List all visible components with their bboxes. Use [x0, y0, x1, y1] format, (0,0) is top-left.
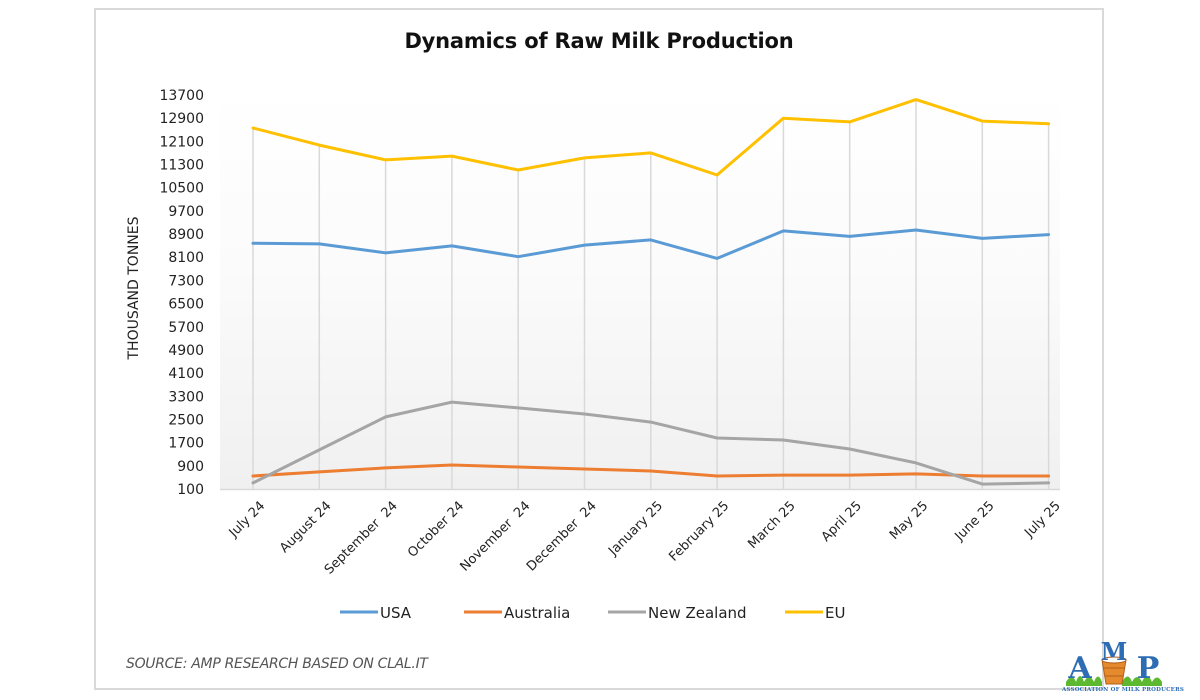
y-tick-label: 7300 — [168, 273, 204, 289]
x-tick-label: June 25 — [952, 499, 998, 545]
chart-title: Dynamics of Raw Milk Production — [404, 29, 794, 53]
y-tick-label: 12900 — [159, 111, 204, 127]
y-tick-label: 11300 — [159, 158, 204, 174]
legend-item-usa: USA — [340, 604, 412, 622]
y-tick-label: 2500 — [168, 412, 204, 428]
series-line-australia — [251, 463, 1051, 478]
x-tick-label: April 25 — [819, 499, 865, 545]
x-tick-label: February 25 — [666, 499, 732, 565]
x-tick-label: May 25 — [887, 499, 931, 543]
x-tick-label: July 25 — [1021, 499, 1063, 541]
x-tick-label: October 24 — [405, 499, 467, 561]
y-tick-label: 5700 — [168, 320, 204, 336]
y-axis-label: THOUSAND TONNES — [126, 216, 142, 360]
x-tick-label: November 24 — [457, 499, 533, 575]
series-line-eu — [251, 98, 1051, 177]
y-tick-label: 100 — [177, 482, 204, 498]
y-tick-label: 8900 — [168, 227, 204, 243]
y-tick-label: 4100 — [168, 366, 204, 382]
y-tick-label: 3300 — [168, 389, 204, 405]
y-tick-label: 1700 — [168, 436, 204, 452]
amp-logo: A M P ASSOCIATION OF MILK PRODUCERS — [1062, 638, 1185, 700]
legend-item-eu: EU — [785, 604, 845, 622]
y-tick-label: 12100 — [159, 134, 204, 150]
x-tick-label: August 24 — [277, 499, 334, 556]
x-tick-label: January 25 — [605, 499, 666, 560]
drop-lines — [252, 99, 1050, 489]
y-tick-label: 9700 — [168, 204, 204, 220]
legend-item-new-zealand: New Zealand — [608, 604, 747, 622]
y-tick-label: 13700 — [159, 88, 204, 104]
source-note: SOURCE: AMP RESEARCH BASED ON CLAL.IT — [126, 656, 428, 672]
y-tick-label: 900 — [177, 459, 204, 475]
x-tick-label: December 24 — [524, 499, 600, 575]
legend-label: New Zealand — [648, 604, 747, 622]
legend-item-australia: Australia — [464, 604, 570, 622]
svg-text:A: A — [1067, 651, 1092, 686]
legend-label: USA — [380, 604, 412, 622]
x-tick-label: March 25 — [745, 499, 798, 552]
logo-tagline: ASSOCIATION OF MILK PRODUCERS — [1062, 687, 1185, 693]
legend-label: Australia — [504, 604, 570, 622]
svg-text:P: P — [1137, 651, 1160, 686]
plot-area — [220, 88, 1060, 489]
y-axis-ticks: 100 900 1700 2500 3300 4100 4900 5700 6500 7300 81… — [159, 88, 204, 498]
legend: USA Australia New Zealand EU — [340, 604, 845, 622]
x-tick-label: September 24 — [322, 499, 401, 578]
svg-text:M: M — [1101, 638, 1128, 666]
series-lines — [251, 98, 1051, 486]
milk-bucket-icon: A M P — [1066, 638, 1162, 686]
y-tick-label: 4900 — [168, 343, 204, 359]
legend-label: EU — [825, 604, 845, 622]
x-tick-label: July 24 — [226, 499, 268, 541]
series-line-usa — [251, 228, 1051, 260]
y-tick-label: 10500 — [159, 181, 204, 197]
y-tick-label: 8100 — [168, 250, 204, 266]
y-tick-label: 6500 — [168, 297, 204, 313]
series-line-new-zealand — [251, 400, 1051, 486]
